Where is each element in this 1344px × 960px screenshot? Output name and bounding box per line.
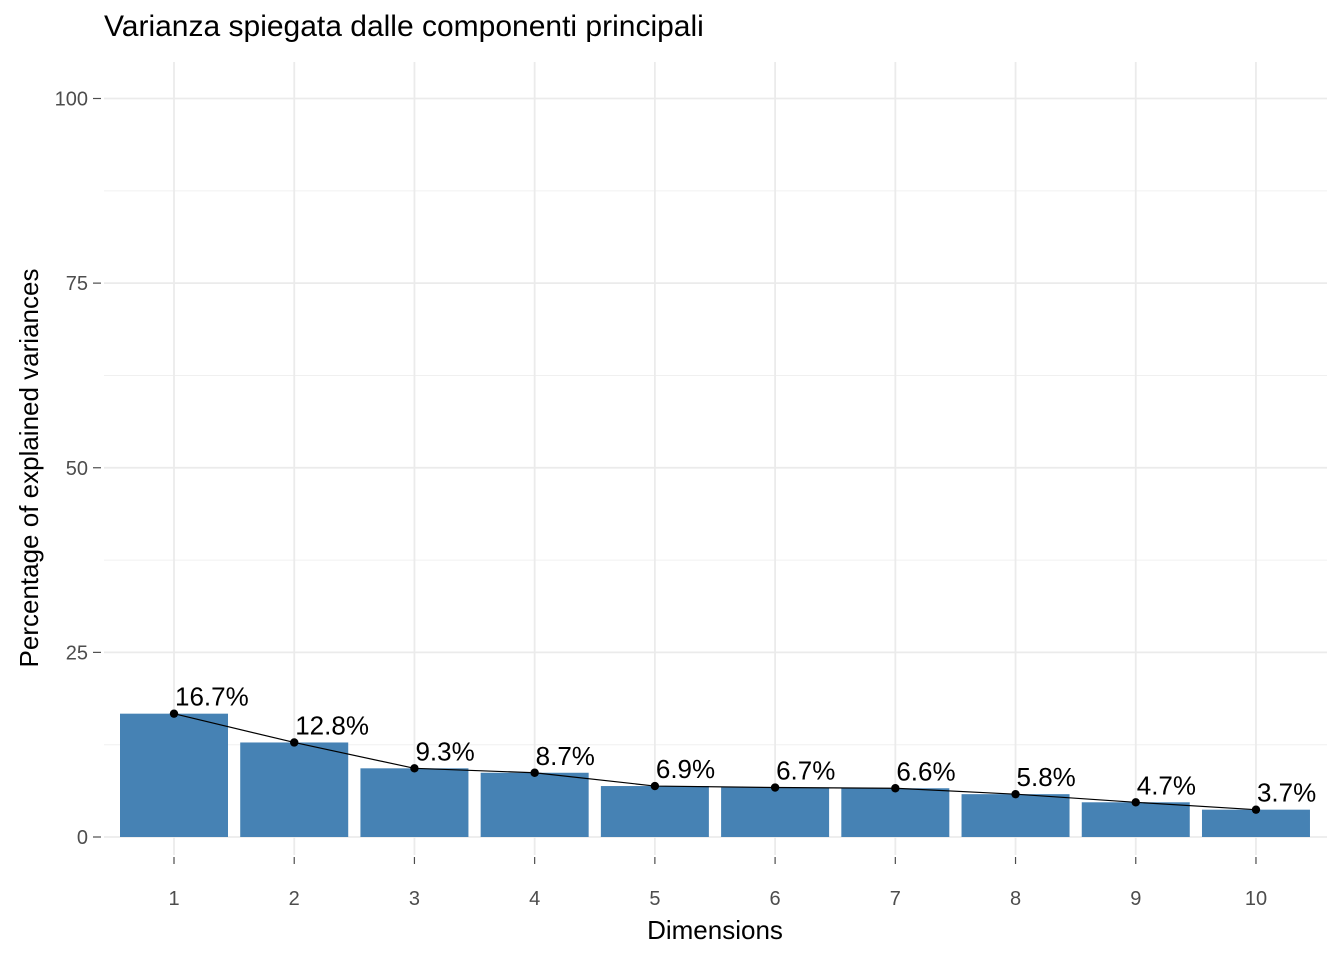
bar [961,794,1070,837]
x-axis-title: Dimensions [647,915,783,945]
data-label: 6.6% [896,756,955,786]
x-tick-label: 10 [1245,888,1267,910]
trend-line [169,709,1261,814]
y-tick-label: 75 [66,273,88,295]
data-labels: 16.7% 12.8% 9.3% 8.7% 6.9% 6.7% 6.6% 5.8% 4.7% 3.… [175,682,1316,808]
data-point [1131,798,1140,807]
data-point [1011,789,1020,799]
data-label: 6.9% [656,754,715,784]
data-point [1251,805,1261,814]
data-point [891,784,900,793]
bar [841,788,950,837]
y-tick-label: 50 [66,458,88,480]
trend-line-path [173,713,1257,811]
data-label: 16.7% [175,682,249,712]
data-point [410,764,419,773]
data-point [530,768,539,777]
data-label: 3.7% [1257,778,1316,808]
data-label: 5.8% [1017,762,1076,792]
chart-title: Varianza spiegata dalle componenti princ… [104,10,704,43]
x-tick-label: 5 [649,888,660,910]
x-tick-label: 6 [770,888,781,910]
bar [1201,809,1310,837]
data-label: 8.7% [536,741,595,771]
data-point [169,709,179,718]
y-tick-label: 0 [77,827,88,849]
x-tick-label: 8 [1010,888,1021,910]
data-point [650,781,660,791]
bars [120,713,1310,837]
bar [120,713,228,837]
x-tick-label: 3 [409,888,420,910]
bar [240,742,349,837]
x-tick-label: 7 [890,888,901,910]
data-point [770,783,780,792]
data-point [290,738,299,747]
y-tick-label: 25 [66,642,88,664]
bar [480,772,589,837]
axes: 0 25 50 75 100 1 2 3 4 5 6 7 8 9 10 [55,89,1267,911]
bar [360,768,469,837]
bar [1081,802,1190,837]
x-tick-label: 4 [529,888,540,910]
bar [600,786,709,837]
y-tick-label: 100 [55,89,88,111]
x-tick-label: 9 [1130,888,1141,910]
grid-lines [104,62,1327,855]
x-tick-label: 1 [168,888,179,910]
x-tick-label: 2 [289,888,300,910]
data-label: 4.7% [1137,770,1196,800]
data-label: 6.7% [776,756,835,786]
bar [721,787,830,837]
data-label: 9.3% [415,736,474,766]
y-axis-title: Percentage of explained variances [14,269,44,668]
data-label: 12.8% [295,710,369,740]
